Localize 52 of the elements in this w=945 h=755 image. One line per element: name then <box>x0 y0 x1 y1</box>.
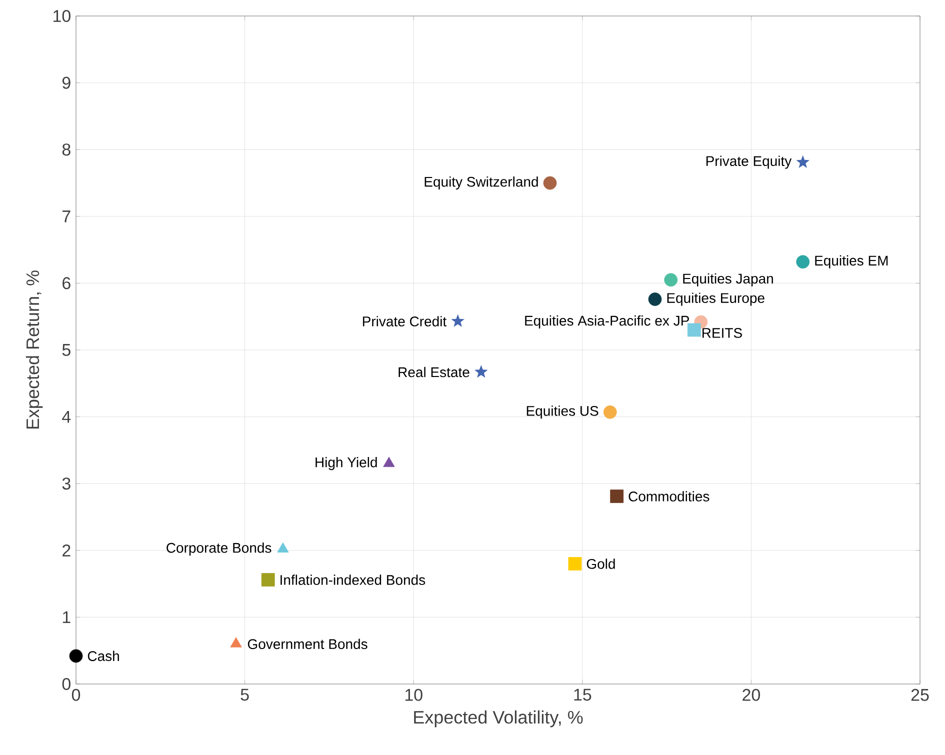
series-label: Inflation-indexed Bonds <box>280 574 426 585</box>
point <box>603 405 617 419</box>
x-axis-title: Expected Volatility, % <box>414 710 583 728</box>
point <box>568 557 582 570</box>
point <box>69 649 83 663</box>
y-tick-label: 10 <box>54 10 70 22</box>
series-label: Private Credit <box>362 316 446 326</box>
y-tick-label: 7 <box>62 210 70 222</box>
point <box>610 490 624 503</box>
point <box>796 155 810 168</box>
y-tick-label: 1 <box>62 611 70 624</box>
series-label: Equities US <box>526 406 598 419</box>
y-axis-title: Expected Return, % <box>26 270 43 429</box>
point <box>474 365 488 378</box>
y-tick-label: 9 <box>62 76 70 89</box>
series-label: Equities Japan <box>683 273 773 286</box>
series-label: Gold <box>586 558 615 569</box>
series-label: Cash <box>88 650 119 662</box>
point <box>543 176 557 190</box>
series-label: Equities Asia-Pacific ex JP <box>525 315 689 328</box>
point <box>230 637 242 648</box>
series-label: Government Bonds <box>248 638 368 650</box>
x-tick-label: 10 <box>405 688 422 701</box>
point <box>687 323 701 337</box>
series-label: Equities Europe <box>667 292 764 306</box>
y-tick-label: 3 <box>62 478 70 490</box>
y-tick-label: 5 <box>62 344 70 356</box>
y-tick-label: 6 <box>62 277 70 290</box>
point <box>451 314 464 327</box>
x-tick-label: 0 <box>72 688 80 701</box>
y-tick-label: 4 <box>62 410 71 423</box>
series-label: High Yield <box>316 457 377 470</box>
y-tick-label: 8 <box>62 144 70 156</box>
series-label: REITS <box>702 328 742 338</box>
point <box>261 573 275 586</box>
series-label: Corporate Bonds <box>166 542 272 556</box>
y-tick-label: 2 <box>62 544 70 556</box>
x-tick-label: 5 <box>240 688 249 701</box>
series-label: Equities EM <box>815 255 888 268</box>
series-label: Equity Switzerland <box>424 176 538 190</box>
y-tick-label: 0 <box>62 678 70 690</box>
point <box>277 542 289 553</box>
series-label: Private Equity <box>706 156 792 169</box>
x-tick-label: 20 <box>742 688 760 701</box>
point <box>796 255 810 269</box>
x-tick-label: 15 <box>574 688 592 701</box>
point <box>664 273 678 287</box>
point <box>648 292 662 306</box>
series-label: Commodities <box>628 491 710 502</box>
x-tick-label: 25 <box>911 688 929 701</box>
series-label: Real Estate <box>398 366 470 378</box>
point <box>383 456 395 468</box>
